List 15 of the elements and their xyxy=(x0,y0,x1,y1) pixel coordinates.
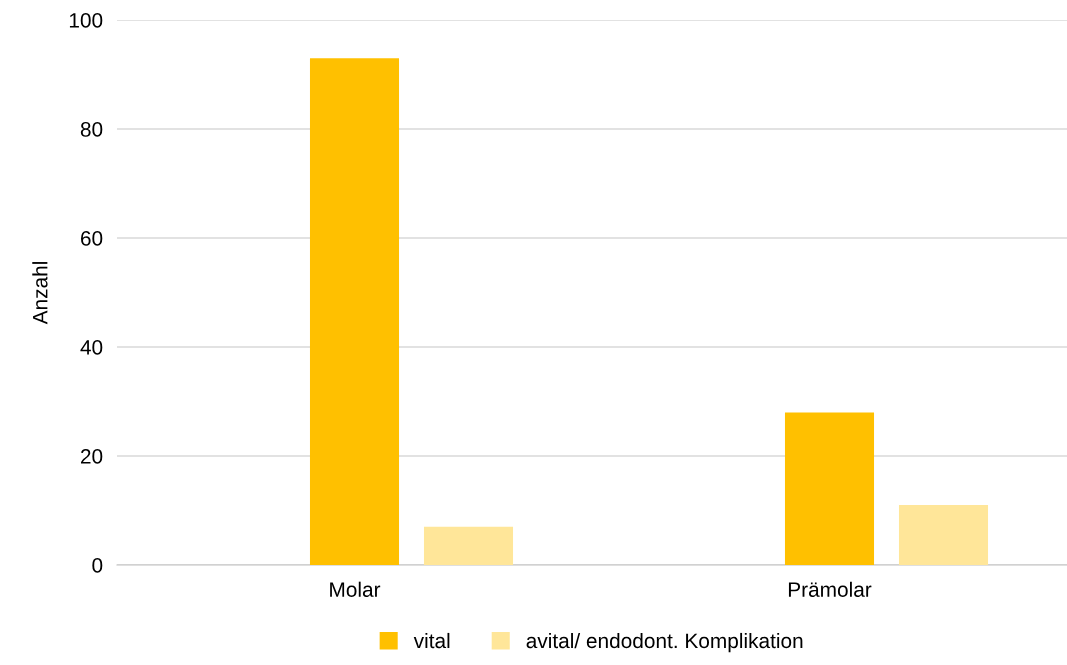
y-axis-title: Anzahl xyxy=(32,262,48,325)
x-tick-label: Molar xyxy=(330,581,381,597)
y-tick-label: 20 xyxy=(80,449,103,464)
y-tick-label: 40 xyxy=(80,340,103,355)
y-tick-label: 80 xyxy=(80,122,103,137)
bar xyxy=(309,58,400,565)
y-tick-label: 100 xyxy=(69,13,103,28)
y-tick-label: 60 xyxy=(81,231,103,246)
x-tick-label: Prämolar xyxy=(788,581,872,597)
bar xyxy=(898,505,989,565)
bar xyxy=(784,412,875,565)
bar xyxy=(423,526,514,565)
legend-label: avital/ endodont. Komplikation xyxy=(526,632,803,653)
y-tick-label: 0 xyxy=(92,558,103,573)
legend-label: vital xyxy=(413,632,450,649)
